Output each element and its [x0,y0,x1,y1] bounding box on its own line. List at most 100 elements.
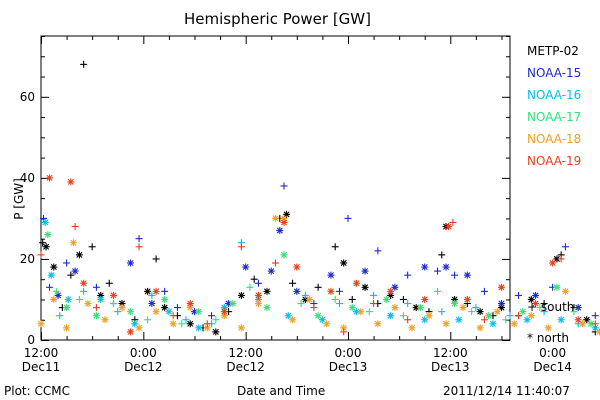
south-point [468,308,476,316]
legend-item-noaa-18: NOAA-18 [527,132,582,146]
north-point [127,328,135,336]
north-point [510,320,518,328]
south-point [434,287,442,295]
north-point [493,308,501,316]
south-point [591,320,599,328]
north-point [263,287,271,295]
north-point [63,324,71,332]
south-point [92,283,100,291]
y-tick-label: 60 [20,90,35,104]
north-point [340,259,348,267]
south-point [161,287,169,295]
x-tick-date-label: Dec11 [22,360,61,374]
x-tick-time-label: 0:00 [130,346,157,360]
north-point [544,324,552,332]
north-point [195,324,203,332]
legend-item-noaa-17: NOAA-17 [527,110,582,124]
north-point [186,300,194,308]
south-point [561,243,569,251]
north-point [391,304,399,312]
south-point [80,287,88,295]
north-marker-icon: * [527,331,533,345]
north-point [357,308,365,316]
north-point [293,287,301,295]
north-point [41,218,49,226]
north-point [425,312,433,320]
south-point [404,300,412,308]
south-point [370,291,378,299]
south-point [536,304,544,312]
south-point [88,243,96,251]
south-point [135,235,143,243]
south-point [310,304,318,312]
legend-item-metp-02: METP-02 [527,44,579,58]
north-point [553,283,561,291]
north-point [97,295,105,303]
north-point [50,295,58,303]
series-noaa-18 [37,214,600,336]
north-point [549,259,557,267]
legend-item-noaa-19: NOAA-19 [527,154,582,168]
north-point [361,267,369,275]
north-point [463,271,471,279]
north-point [80,279,88,287]
south-point [237,243,245,251]
north-point [283,210,291,218]
south-point [399,312,407,320]
south-point [480,316,488,324]
south-point [449,218,457,226]
south-point [67,271,75,279]
x-tick-time-label: 12:00 [433,346,468,360]
y-tick-label: 40 [20,171,35,185]
north-point [237,324,245,332]
south-point [374,247,382,255]
south-point [365,308,373,316]
north-point [280,218,288,226]
north-point [421,263,429,271]
north-point [445,223,453,231]
north-point [293,263,301,271]
south-point [399,295,407,303]
north-point [109,291,117,299]
south-point [250,275,258,283]
south-marker-label: south [540,300,575,314]
north-point [463,295,471,303]
north-point [382,295,390,303]
south-point [451,271,459,279]
south-point [92,304,100,312]
north-point [451,300,459,308]
south-point [438,251,446,259]
south-point [254,279,262,287]
x-tick-date-label: Dec12 [124,360,163,374]
north-point [387,312,395,320]
north-point [242,263,250,271]
south-point [340,328,348,336]
south-marker-icon: + [527,300,538,314]
south-point [557,255,565,263]
north-point [374,320,382,328]
north-point [497,300,505,308]
north-point [557,316,565,324]
north-point [64,295,72,303]
north-point [47,271,55,279]
x-tick-time-label: 12:00 [24,346,59,360]
north-point [195,308,203,316]
north-point [306,295,314,303]
series-metp-02 [39,60,599,336]
north-point [459,304,467,312]
x-tick-time-label: 0:00 [335,346,362,360]
north-point [442,263,450,271]
south-point [212,316,220,324]
south-point [178,320,186,328]
north-point [69,239,77,247]
south-point [114,308,122,316]
north-point [101,316,109,324]
north-point [186,320,194,328]
north-point [237,291,245,299]
plot-source-label: Plot: CCMC [4,384,70,398]
north-point [561,287,569,295]
south-point [540,300,548,308]
chart-title: Hemispheric Power [GW] [184,10,371,28]
north-point [532,291,540,299]
south-point [331,295,339,303]
